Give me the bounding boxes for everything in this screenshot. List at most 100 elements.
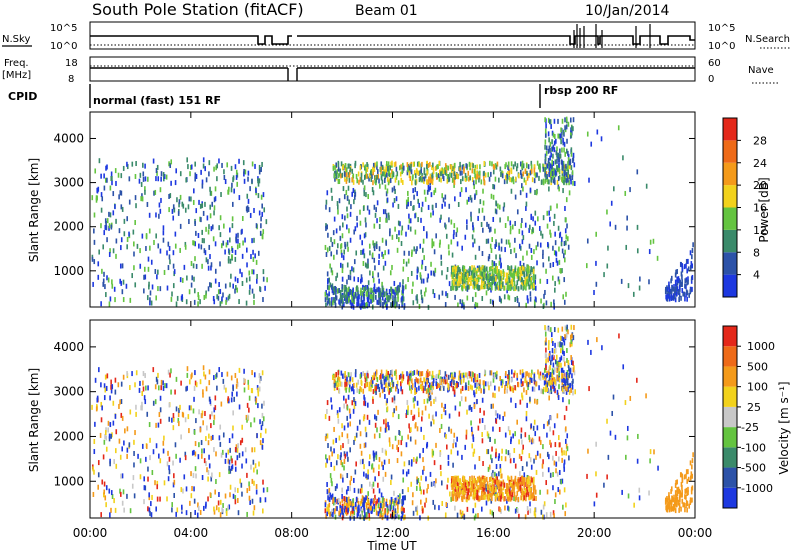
data-point [538,225,541,231]
data-point [522,235,525,241]
data-point [552,485,554,491]
data-point [512,387,515,393]
data-point [243,368,245,374]
data-point [346,405,349,411]
data-point [435,233,437,239]
data-point [522,444,524,450]
data-point [522,255,524,261]
data-point [535,190,538,196]
data-point [391,444,394,450]
data-point [358,508,360,514]
data-point [530,266,532,272]
data-point [330,237,332,243]
data-point [360,512,363,518]
data-point [371,297,374,303]
data-point [181,411,184,417]
data-point [558,246,560,252]
data-point [501,448,503,454]
data-point [388,389,390,395]
data-point [554,240,557,246]
data-point [544,376,547,382]
data-point [333,426,335,432]
data-point [534,296,537,302]
data-point [450,449,453,455]
data-point [337,162,340,168]
data-point [193,276,195,282]
data-point [547,161,550,167]
data-point [231,254,233,260]
data-point [167,241,170,247]
data-point [104,430,107,436]
data-point [521,381,523,387]
data-point [462,377,465,383]
data-point [409,372,412,378]
data-point [356,222,358,228]
data-point [461,303,463,309]
data-point [390,504,393,510]
data-point [195,230,197,236]
data-point [397,293,399,299]
data-point [552,153,554,159]
data-point [415,387,418,393]
data-point [333,497,336,503]
data-point [498,245,500,251]
data-point [514,508,517,514]
data-point [484,381,487,387]
data-point [163,269,166,275]
data-point [141,405,143,411]
data-point [236,244,239,250]
data-point [329,282,332,288]
data-point [342,443,344,449]
data-point [220,452,223,458]
data-point [368,176,370,182]
data-point [483,384,485,390]
data-point [490,193,493,199]
data-point [510,284,513,290]
data-point [328,291,330,297]
data-point [201,229,203,235]
data-point [423,377,425,383]
data-point [519,245,522,251]
data-point [558,456,560,462]
data-point [487,381,489,387]
data-point [489,281,491,287]
data-point [256,273,258,279]
data-point [337,454,339,460]
data-point [346,213,349,219]
data-point [400,506,403,512]
data-point [110,224,113,230]
data-point [340,249,343,255]
data-point [231,391,234,397]
data-point [561,373,563,379]
data-point [347,496,350,502]
data-point [359,443,362,449]
data-point [181,294,184,300]
data-point [471,177,474,183]
data-point [367,498,369,504]
data-point [147,176,149,182]
data-point [420,294,423,300]
data-point [235,285,237,291]
data-point [341,276,344,282]
data-point [145,385,147,391]
data-point [335,162,338,168]
data-point [492,169,495,175]
data-point [157,286,159,292]
data-point [145,456,147,462]
data-point [558,259,561,265]
data-point [568,180,570,186]
data-point [365,222,367,228]
data-point [373,204,376,210]
data-point [158,412,161,418]
data-point [534,274,537,280]
data-point [372,290,375,296]
data-point [326,409,328,415]
data-point [516,375,519,381]
data-point [401,501,404,507]
data-point [444,410,447,416]
data-point [156,484,159,490]
data-point [243,378,246,384]
data-point [363,296,365,302]
data-point [120,173,123,179]
data-point [462,265,465,271]
